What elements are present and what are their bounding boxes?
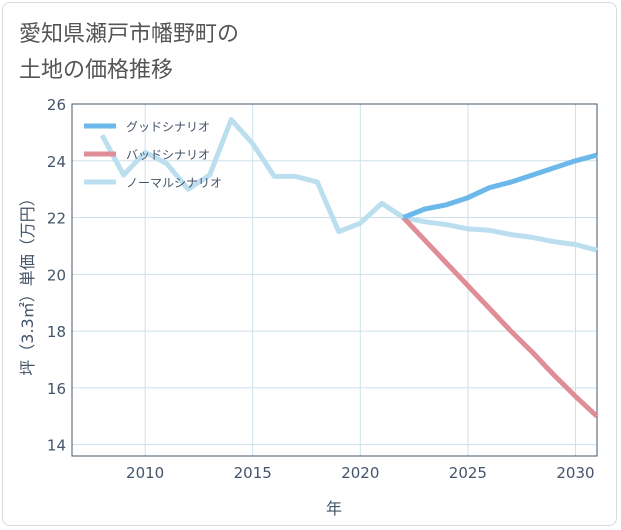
x-tick-label: 2025 [449,464,487,482]
y-tick-label: 14 [47,437,66,455]
legend-label: ノーマルシナリオ [126,176,222,190]
x-tick-label: 2030 [556,464,594,482]
legend-label: バッドシナリオ [126,148,210,162]
series-line-0 [402,152,598,220]
x-axis: 2010 2015 2020 2025 2030 [126,464,595,482]
y-tick-label: 16 [47,380,66,398]
y-tick-label: 24 [47,153,66,171]
x-tick-label: 2015 [234,464,272,482]
series-lines [99,117,599,419]
series-line-1 [401,215,599,419]
series-line-2 [99,117,598,253]
x-tick-label: 2020 [341,464,379,482]
y-axis-title: 坪（3.3㎡）単価（万円） [18,190,37,375]
x-tick-label: 2010 [126,464,164,482]
y-tick-label: 20 [47,266,66,284]
y-tick-label: 22 [47,210,66,228]
y-axis: 14 16 18 20 22 24 26 [47,96,66,455]
chart-title: 愛知県瀬戸市幡野町の 土地の価格推移 [19,22,240,83]
y-tick-label: 18 [47,323,66,341]
y-tick-label: 26 [47,96,66,114]
plot-frame [71,103,598,457]
legend-label: グッドシナリオ [126,120,210,134]
chart-card: 愛知県瀬戸市幡野町の 土地の価格推移 [2,2,617,526]
x-axis-title: 年 [326,499,342,518]
